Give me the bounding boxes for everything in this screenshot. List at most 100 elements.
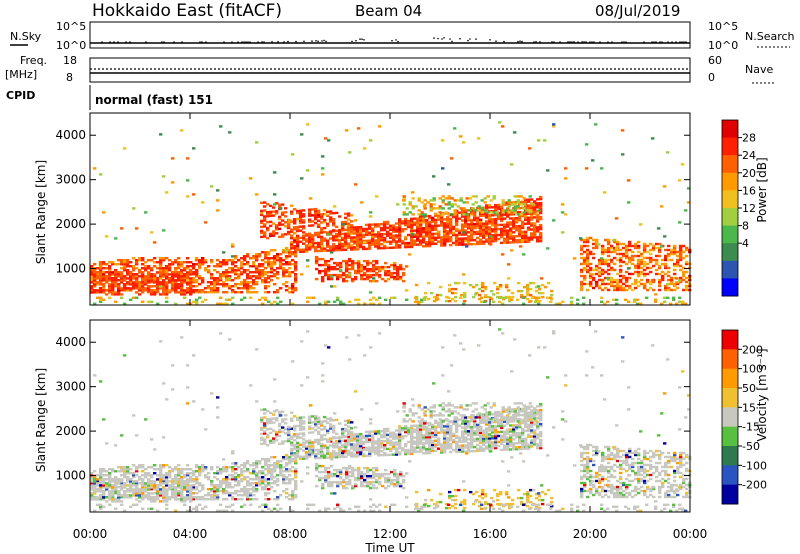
nsearch-point bbox=[519, 40, 521, 42]
velocity-cell bbox=[353, 447, 357, 450]
power-cell bbox=[234, 269, 238, 272]
power-cell bbox=[264, 271, 268, 274]
power-cell bbox=[506, 221, 510, 224]
power-cell bbox=[528, 195, 532, 198]
power-cell bbox=[327, 233, 331, 236]
power-cell bbox=[479, 242, 483, 245]
power-cell bbox=[159, 267, 163, 270]
power-cell bbox=[332, 212, 336, 215]
power-cell bbox=[129, 261, 133, 264]
power-cell bbox=[332, 239, 336, 242]
power-cell bbox=[368, 243, 372, 246]
velocity-cell bbox=[255, 498, 259, 501]
power-cell bbox=[673, 262, 677, 266]
velocity-cell bbox=[267, 482, 271, 485]
power-cell bbox=[580, 268, 584, 272]
power-cell bbox=[281, 223, 285, 226]
power-cell bbox=[329, 233, 333, 236]
power-cell bbox=[426, 201, 430, 204]
power-cell bbox=[582, 302, 586, 305]
power-cell bbox=[640, 270, 644, 274]
power-cell bbox=[171, 287, 175, 290]
power-cell bbox=[652, 246, 656, 250]
power-cell bbox=[296, 217, 300, 221]
power-cell bbox=[462, 201, 466, 204]
power-cell bbox=[661, 262, 665, 266]
power-cell bbox=[417, 300, 421, 303]
power-cell bbox=[311, 214, 315, 217]
velocity-cell bbox=[446, 439, 450, 442]
velocity-cell bbox=[294, 472, 298, 475]
power-cell bbox=[111, 281, 115, 284]
power-cell bbox=[637, 254, 641, 258]
power-cell bbox=[470, 223, 474, 226]
power-cell bbox=[180, 291, 184, 294]
velocity-cell bbox=[440, 445, 444, 448]
power-cell bbox=[465, 245, 469, 248]
power-cell bbox=[461, 209, 465, 212]
power-cell bbox=[521, 230, 525, 234]
velocity-cell bbox=[461, 446, 465, 449]
velocity-cell bbox=[162, 492, 166, 495]
power-cell bbox=[332, 222, 336, 225]
power-cell bbox=[189, 281, 193, 284]
velocity-cell bbox=[282, 490, 286, 493]
power-cell bbox=[506, 239, 510, 242]
power-cell bbox=[445, 299, 449, 303]
power-cell bbox=[670, 250, 674, 254]
velocity-cell bbox=[285, 454, 289, 457]
power-cell bbox=[267, 285, 271, 288]
velocity-cell bbox=[395, 447, 399, 450]
power-cell bbox=[664, 272, 668, 276]
power-cell bbox=[102, 291, 106, 294]
power-cell bbox=[527, 198, 531, 201]
power-cell bbox=[177, 257, 181, 260]
power-cell bbox=[536, 198, 540, 201]
velocity-cell bbox=[356, 445, 360, 448]
velocity-cell bbox=[398, 439, 402, 442]
power-cell bbox=[474, 201, 478, 204]
power-cell bbox=[93, 302, 97, 305]
velocity-cell bbox=[416, 428, 420, 431]
power-cell bbox=[526, 283, 530, 287]
power-cell bbox=[210, 289, 214, 292]
velocity-cell bbox=[258, 476, 262, 479]
velocity-cell bbox=[99, 478, 103, 481]
velocity-cell bbox=[165, 472, 169, 475]
velocity-cell bbox=[186, 480, 190, 483]
velocity-cell bbox=[243, 494, 247, 497]
velocity-cell bbox=[291, 494, 295, 497]
power-cell bbox=[317, 223, 321, 226]
power-cell bbox=[676, 282, 680, 286]
power-cell bbox=[685, 246, 689, 250]
power-cell bbox=[153, 277, 157, 280]
power-cell bbox=[330, 273, 334, 277]
power-cell bbox=[302, 250, 306, 253]
power-cell bbox=[308, 236, 312, 239]
velocity-cell bbox=[159, 500, 163, 503]
velocity-cell bbox=[102, 496, 106, 499]
power-cell bbox=[533, 236, 537, 239]
power-cell bbox=[624, 298, 628, 301]
power-cell bbox=[393, 275, 397, 279]
velocity-cell bbox=[282, 470, 286, 473]
velocity-cell bbox=[141, 466, 145, 469]
power-cell bbox=[246, 277, 250, 280]
power-cell bbox=[156, 277, 160, 280]
power-cell bbox=[350, 232, 354, 235]
power-cell bbox=[601, 278, 605, 282]
power-cell bbox=[261, 271, 265, 274]
power-cell bbox=[369, 267, 373, 271]
nsearch-point bbox=[117, 41, 119, 43]
velocity-cell bbox=[428, 449, 432, 453]
velocity-cell bbox=[422, 452, 426, 455]
velocity-cell bbox=[395, 433, 399, 436]
power-cell bbox=[99, 271, 103, 274]
power-cell bbox=[93, 275, 97, 278]
velocity-cell bbox=[326, 456, 330, 459]
power-cell bbox=[507, 211, 511, 214]
power-cell bbox=[339, 265, 343, 269]
power-cell bbox=[639, 223, 643, 226]
velocity-cell bbox=[162, 476, 166, 479]
power-cell bbox=[357, 263, 361, 267]
